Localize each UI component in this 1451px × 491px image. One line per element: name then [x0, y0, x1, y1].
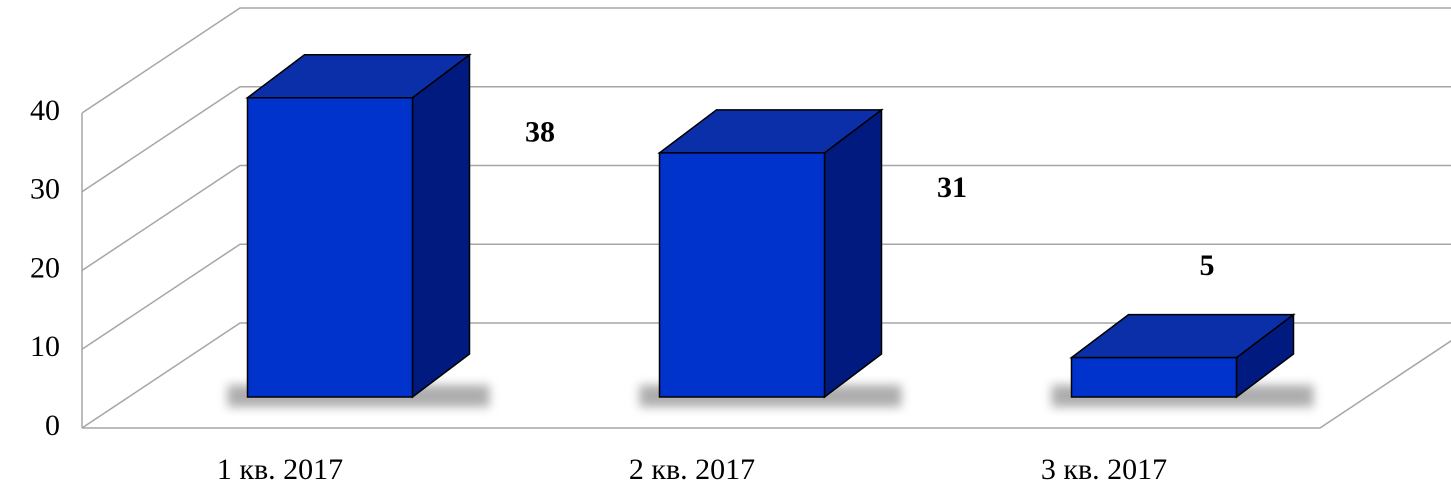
bar-front — [1070, 356, 1238, 398]
grid-line — [81, 243, 1451, 350]
y-tick-label: 30 — [30, 173, 60, 206]
bar-side — [823, 108, 883, 399]
grid-line — [81, 322, 1451, 429]
y-tick-label: 40 — [30, 94, 60, 127]
bar — [1051, 313, 1314, 407]
value-label: 5 — [1200, 249, 1215, 282]
bar-front — [658, 152, 826, 398]
bar — [639, 108, 902, 407]
y-tick-label: 20 — [30, 251, 60, 284]
y-tick-label: 10 — [30, 330, 60, 363]
value-label: 31 — [937, 171, 967, 204]
x-tick-label: 1 кв. 2017 — [217, 453, 343, 486]
grid-line — [81, 7, 1451, 114]
value-label: 38 — [525, 116, 555, 149]
bar-side — [411, 53, 471, 399]
grid-line — [81, 86, 1451, 193]
x-tick-label: 3 кв. 2017 — [1041, 453, 1167, 486]
x-tick-label: 2 кв. 2017 — [629, 453, 755, 486]
bar-front — [246, 97, 414, 398]
bar — [227, 53, 490, 407]
grid-line — [81, 164, 1451, 272]
y-tick-label: 0 — [45, 409, 60, 442]
